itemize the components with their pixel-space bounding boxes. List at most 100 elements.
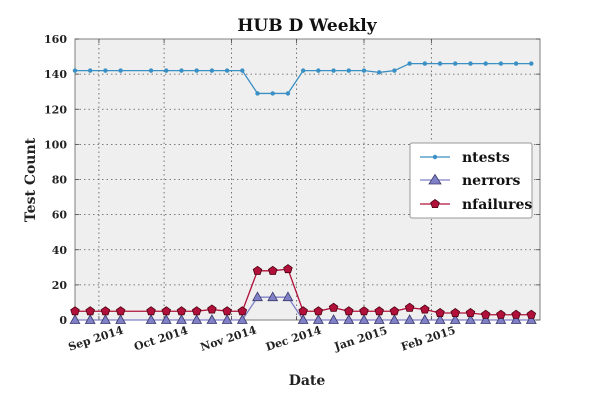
- point-nfailures: [283, 264, 293, 274]
- point-nfailures: [496, 309, 506, 319]
- y-tick-label: 160: [44, 33, 67, 46]
- point-ntests: [483, 61, 488, 66]
- point-ntests: [407, 61, 412, 66]
- chart-title: HUB D Weekly: [237, 16, 377, 36]
- point-nerrors: [282, 291, 294, 302]
- point-nerrors: [252, 291, 263, 302]
- point-nerrors: [297, 314, 309, 324]
- x-axis-label: Date: [289, 373, 326, 389]
- point-ntests: [72, 68, 78, 73]
- point-nfailures: [465, 307, 476, 318]
- point-nfailures: [404, 302, 415, 312]
- point-nfailures: [389, 306, 400, 316]
- point-nerrors: [495, 314, 507, 324]
- point-nfailures: [115, 306, 126, 316]
- point-ntests: [194, 68, 199, 73]
- x-tick-label: Dec 2014: [264, 323, 323, 353]
- point-nerrors: [115, 314, 127, 324]
- point-ntests: [361, 68, 367, 73]
- point-nerrors: [419, 314, 431, 324]
- point-nerrors: [160, 314, 172, 324]
- legend-label-nfailures: nfailures: [462, 197, 532, 213]
- point-nerrors: [176, 314, 187, 324]
- series-nerrors: [69, 291, 537, 324]
- point-nfailures: [267, 265, 278, 275]
- point-nfailures: [435, 307, 445, 318]
- y-axis-label: Test Count: [23, 137, 39, 222]
- point-ntests: [346, 68, 351, 73]
- point-nfailures: [70, 306, 80, 316]
- point-nerrors: [145, 314, 157, 324]
- series-layer: [69, 61, 537, 324]
- point-nfailures: [420, 304, 430, 314]
- legend-label-nerrors: nerrors: [462, 173, 521, 189]
- point-nfailures: [252, 265, 263, 275]
- point-nfailures: [237, 306, 248, 316]
- point-nfailures: [359, 306, 369, 316]
- point-ntests: [377, 70, 382, 75]
- x-tick-label: Oct 2014: [132, 324, 189, 354]
- point-ntests: [422, 61, 428, 66]
- y-axis: 0 20 40 60 80 100 120 140 160: [44, 33, 540, 327]
- point-nerrors: [373, 314, 385, 324]
- point-nerrors: [236, 314, 248, 324]
- y-tick-label: 40: [52, 244, 68, 257]
- point-ntests: [103, 68, 108, 73]
- point-nerrors: [480, 314, 492, 324]
- legend-box: [409, 142, 533, 219]
- point-nerrors: [99, 314, 111, 324]
- point-ntests: [240, 68, 245, 73]
- point-ntests: [209, 68, 215, 73]
- point-nfailures: [450, 307, 461, 318]
- point-nfailures: [146, 306, 156, 316]
- series-line-ntests: [75, 62, 532, 95]
- point-ntests: [148, 68, 154, 73]
- legend-marker-ntests: [432, 154, 438, 160]
- point-ntests: [316, 68, 321, 73]
- legend: ntests nerrors nfailures: [409, 142, 533, 219]
- point-nerrors: [312, 314, 324, 324]
- point-ntests: [88, 68, 93, 73]
- point-nerrors: [267, 291, 279, 302]
- point-ntests: [498, 61, 504, 66]
- point-nerrors: [343, 314, 355, 324]
- y-tick-label: 80: [52, 174, 68, 187]
- point-ntests: [453, 61, 458, 66]
- point-nfailures: [85, 306, 95, 316]
- point-nfailures: [374, 306, 384, 316]
- y-tick-label: 0: [59, 314, 67, 327]
- point-nfailures: [176, 306, 187, 316]
- point-nfailures: [328, 302, 339, 312]
- point-nfailures: [207, 304, 217, 314]
- x-tick-label: Feb 2015: [399, 324, 457, 354]
- point-nfailures: [526, 309, 537, 319]
- legend-marker-nfailures: [430, 199, 440, 209]
- point-ntests: [255, 91, 260, 96]
- point-nerrors: [388, 314, 400, 324]
- point-ntests: [300, 68, 306, 73]
- legend-label-ntests: ntests: [462, 150, 510, 166]
- series-ntests: [72, 61, 534, 96]
- point-ntests: [164, 68, 169, 73]
- point-ntests: [285, 91, 291, 96]
- y-tick-label: 120: [44, 103, 67, 116]
- y-tick-label: 20: [52, 279, 68, 292]
- point-nerrors: [434, 314, 446, 324]
- y-tick-label: 140: [44, 68, 67, 81]
- point-nerrors: [358, 314, 370, 324]
- point-ntests: [118, 68, 123, 73]
- point-nfailures: [100, 306, 111, 316]
- point-nerrors: [84, 314, 96, 324]
- point-ntests: [224, 68, 230, 73]
- point-nfailures: [222, 306, 232, 316]
- y-tick-label: 60: [52, 209, 68, 222]
- point-ntests: [392, 68, 397, 73]
- point-nerrors: [221, 314, 233, 324]
- series-nfailures: [70, 264, 537, 319]
- point-ntests: [437, 61, 443, 66]
- point-nerrors: [525, 314, 537, 324]
- point-nerrors: [191, 314, 203, 324]
- point-ntests: [529, 61, 534, 66]
- legend-marker-nerrors: [428, 173, 442, 185]
